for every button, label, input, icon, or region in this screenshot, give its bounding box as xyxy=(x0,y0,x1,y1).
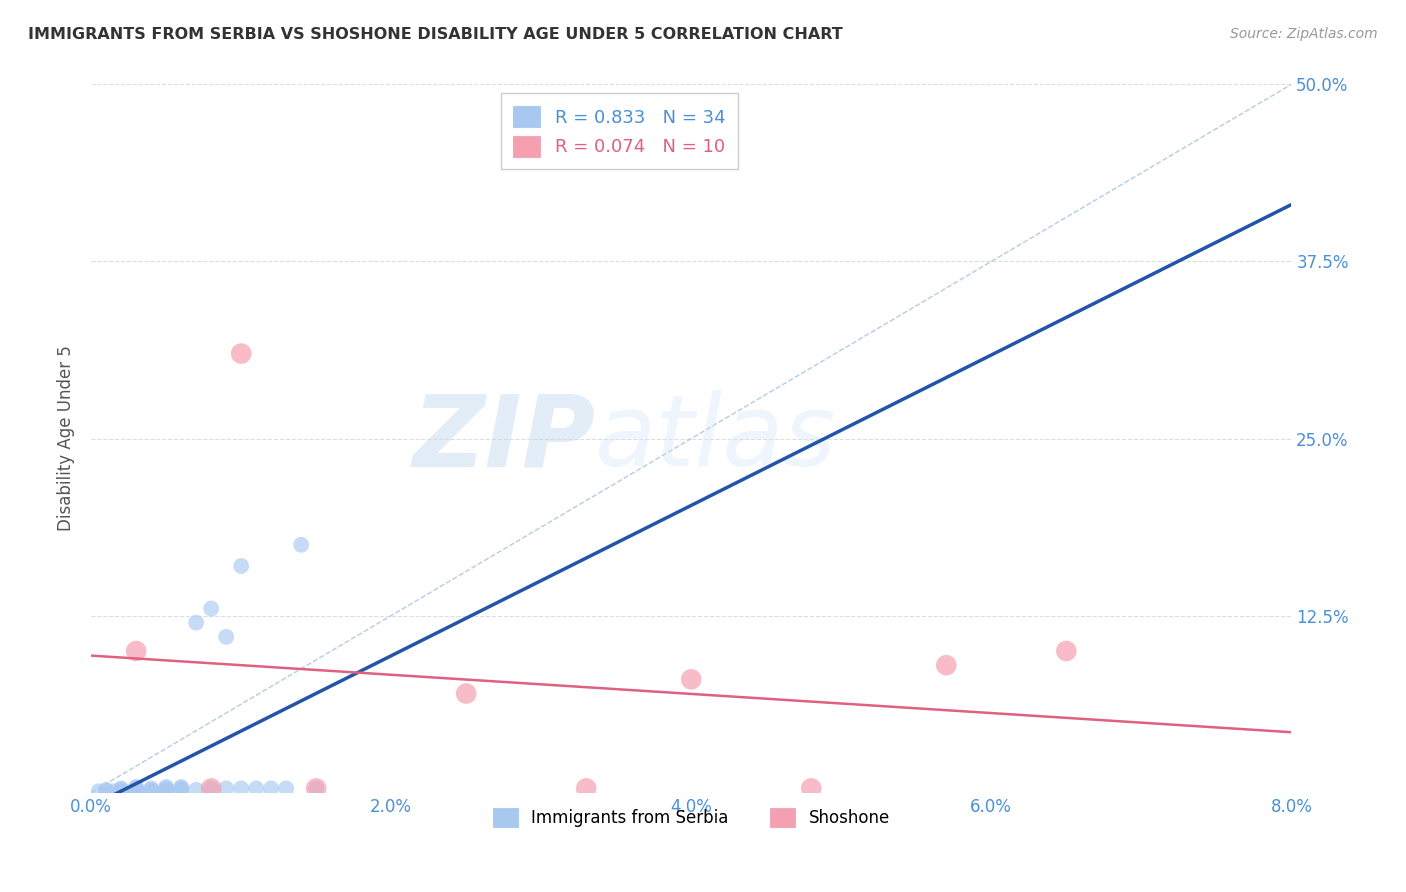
Point xyxy=(110,784,132,798)
Point xyxy=(125,644,148,658)
Point xyxy=(96,784,118,798)
Point xyxy=(186,615,208,630)
Point xyxy=(231,559,253,574)
Point xyxy=(215,630,238,644)
Point xyxy=(200,601,222,615)
Point xyxy=(260,781,283,796)
Point xyxy=(170,781,193,796)
Point xyxy=(231,781,253,796)
Point xyxy=(141,782,163,797)
Point xyxy=(575,781,598,796)
Text: ZIP: ZIP xyxy=(412,390,595,487)
Point xyxy=(305,781,328,796)
Point xyxy=(87,784,110,798)
Point xyxy=(103,784,125,798)
Point xyxy=(125,780,148,794)
Text: Source: ZipAtlas.com: Source: ZipAtlas.com xyxy=(1230,27,1378,41)
Point xyxy=(800,781,823,796)
Point xyxy=(155,781,177,796)
Point xyxy=(170,782,193,797)
Point xyxy=(681,673,703,687)
Point xyxy=(231,346,253,360)
Point xyxy=(155,784,177,798)
Point xyxy=(96,782,118,797)
Text: IMMIGRANTS FROM SERBIA VS SHOSHONE DISABILITY AGE UNDER 5 CORRELATION CHART: IMMIGRANTS FROM SERBIA VS SHOSHONE DISAB… xyxy=(28,27,842,42)
Point xyxy=(155,780,177,794)
Legend: Immigrants from Serbia, Shoshone: Immigrants from Serbia, Shoshone xyxy=(486,801,897,834)
Point xyxy=(125,781,148,796)
Point xyxy=(155,782,177,797)
Point xyxy=(456,686,478,700)
Point xyxy=(141,781,163,796)
Point xyxy=(125,784,148,798)
Point xyxy=(110,782,132,797)
Point xyxy=(215,781,238,796)
Point xyxy=(276,781,298,796)
Point xyxy=(935,658,957,673)
Point xyxy=(290,538,312,552)
Point xyxy=(1054,644,1077,658)
Y-axis label: Disability Age Under 5: Disability Age Under 5 xyxy=(58,345,75,532)
Point xyxy=(200,781,222,796)
Point xyxy=(305,781,328,796)
Point xyxy=(170,780,193,794)
Point xyxy=(125,782,148,797)
Text: atlas: atlas xyxy=(595,390,837,487)
Point xyxy=(186,782,208,797)
Point xyxy=(200,781,222,796)
Point xyxy=(245,781,267,796)
Point xyxy=(110,781,132,796)
Point xyxy=(141,784,163,798)
